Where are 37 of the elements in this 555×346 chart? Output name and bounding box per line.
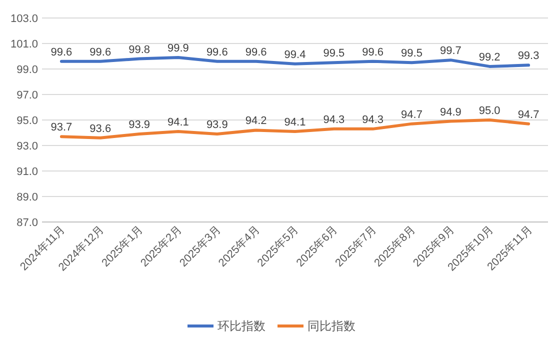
data-label: 93.6 xyxy=(90,122,112,135)
data-label: 94.2 xyxy=(245,115,267,128)
data-label: 99.8 xyxy=(128,44,150,56)
data-label: 99.3 xyxy=(518,50,540,62)
data-label: 99.5 xyxy=(401,48,422,60)
data-label: 99.6 xyxy=(206,46,228,58)
data-label: 94.7 xyxy=(518,108,540,121)
y-tick-label: 97.0 xyxy=(16,90,38,102)
data-label: 95.0 xyxy=(478,105,500,117)
data-label: 99.6 xyxy=(362,46,384,58)
y-tick-label: 99.0 xyxy=(16,64,38,76)
data-label: 99.2 xyxy=(478,51,500,64)
legend-label: 环比指数 xyxy=(218,319,266,333)
y-tick-label: 89.0 xyxy=(16,192,38,204)
data-label: 99.6 xyxy=(50,46,72,58)
y-tick-label: 91.0 xyxy=(16,166,38,178)
data-label: 99.5 xyxy=(323,48,345,60)
data-label: 99.6 xyxy=(90,46,112,58)
data-label: 99.6 xyxy=(245,46,267,58)
data-label: 99.4 xyxy=(284,48,306,61)
data-label: 94.1 xyxy=(284,116,306,128)
data-label: 99.7 xyxy=(440,45,462,58)
y-tick-label: 87.0 xyxy=(16,217,38,229)
data-label: 93.7 xyxy=(50,122,72,134)
data-label: 94.3 xyxy=(362,114,384,126)
y-tick-label: 95.0 xyxy=(16,115,38,127)
y-tick-label: 103.0 xyxy=(10,13,38,25)
data-label: 93.9 xyxy=(128,119,150,132)
data-label: 93.9 xyxy=(206,119,228,132)
data-label: 94.3 xyxy=(323,114,345,126)
data-label: 94.9 xyxy=(440,106,462,118)
data-label: 99.9 xyxy=(168,42,189,55)
y-tick-label: 101.0 xyxy=(10,38,38,50)
data-label: 94.1 xyxy=(168,116,189,128)
y-tick-label: 93.0 xyxy=(16,140,38,152)
data-label: 94.7 xyxy=(401,108,422,121)
legend-label: 同比指数 xyxy=(308,319,356,333)
